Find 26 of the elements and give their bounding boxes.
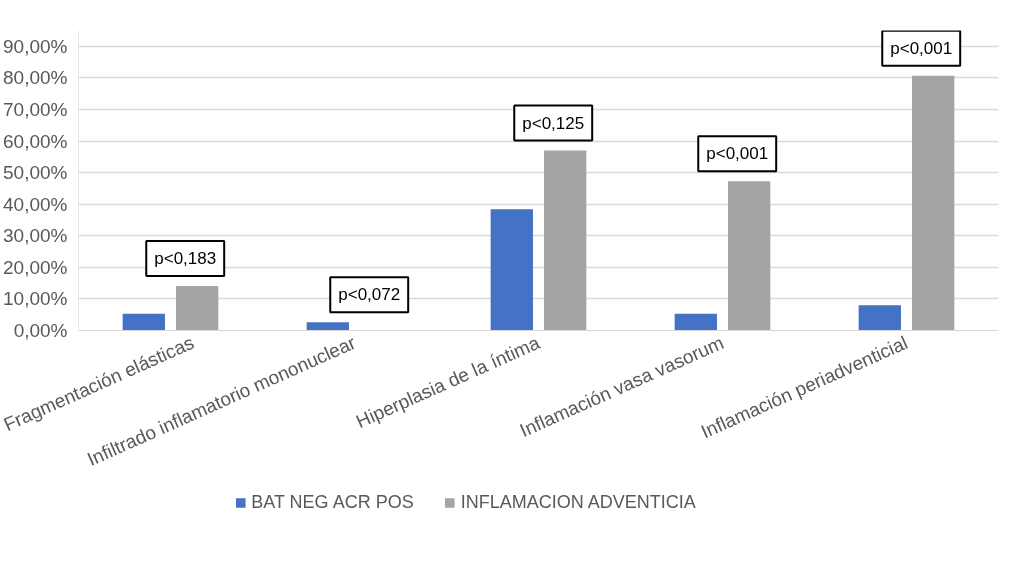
- bar: [674, 313, 717, 331]
- y-tick-label: 90,00%: [3, 35, 68, 57]
- bar: [306, 322, 349, 331]
- annotation: p<0,072: [338, 285, 401, 305]
- bar: [544, 150, 587, 331]
- y-tick-label: 80,00%: [3, 67, 68, 89]
- bar: [490, 209, 533, 331]
- y-tick-label: 30,00%: [3, 225, 68, 247]
- bar: [858, 305, 901, 331]
- annotation: p<0,001: [890, 38, 953, 58]
- y-tick-label: 20,00%: [3, 256, 68, 278]
- annotation: p<0,001: [706, 144, 769, 164]
- y-tick-label: 40,00%: [3, 193, 68, 215]
- y-tick-label: 70,00%: [3, 98, 68, 120]
- legend-label: INFLAMACION ADVENTICIA: [460, 491, 696, 513]
- annotation: p<0,183: [154, 248, 217, 268]
- y-tick-label: 10,00%: [3, 288, 68, 310]
- legend-label: BAT NEG ACR POS: [251, 491, 414, 513]
- y-tick-label: 0,00%: [13, 320, 68, 341]
- bar: [122, 313, 165, 331]
- annotation: p<0,125: [522, 113, 585, 133]
- y-tick-label: 50,00%: [3, 162, 68, 184]
- bar: [176, 285, 219, 331]
- bar: [728, 181, 771, 331]
- bar: [912, 75, 955, 331]
- y-tick-label: 60,00%: [3, 130, 68, 152]
